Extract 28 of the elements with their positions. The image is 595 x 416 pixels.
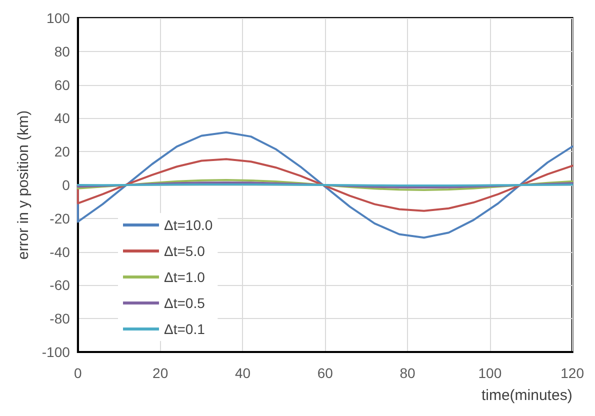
x-tick-label: 40	[234, 365, 251, 381]
x-axis-title: time(minutes)	[481, 387, 572, 404]
y-tick-label: -80	[50, 310, 70, 327]
y-tick-label: -100	[42, 344, 70, 360]
x-tick-label: 100	[478, 365, 502, 381]
legend-label: Δt=0.1	[164, 321, 206, 337]
legend-label: Δt=5.0	[164, 243, 206, 259]
y-tick-label: 20	[54, 144, 70, 160]
y-tick-label: -20	[50, 210, 70, 226]
x-tick-label: 60	[317, 365, 334, 381]
y-tick-label: -60	[50, 277, 70, 294]
y-tick-label: 80	[54, 43, 70, 60]
y-tick-label: 60	[54, 76, 70, 93]
line-series	[76, 158, 574, 212]
y-tick-label: -40	[50, 244, 70, 260]
line-series	[76, 178, 574, 192]
x-tick-label: 20	[152, 365, 168, 381]
x-tick-label: 0	[74, 365, 82, 381]
y-tick-label: 0	[62, 177, 70, 193]
y-tick-label: 100	[46, 10, 70, 26]
legend-label: Δt=1.0	[164, 269, 206, 285]
x-tick-label: 80	[400, 365, 416, 381]
y-axis-title: error in y position (km)	[15, 110, 32, 260]
x-tick-label: 120	[560, 365, 584, 381]
legend-label: Δt=10.0	[164, 217, 213, 233]
y-tick-label: 40	[54, 110, 70, 126]
line-series	[76, 131, 574, 239]
legend-label: Δt=0.5	[164, 295, 206, 311]
